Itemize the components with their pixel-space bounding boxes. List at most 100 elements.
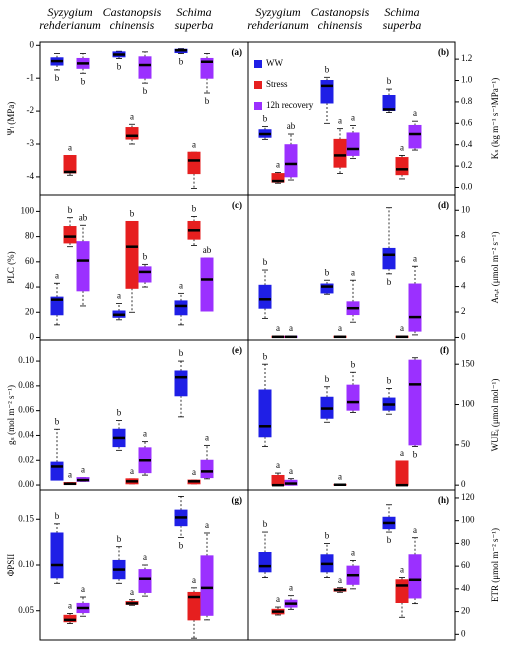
y-axis-label: PLC (%) — [6, 251, 16, 283]
significance-letter: b — [263, 519, 268, 529]
panel-label: (d) — [438, 200, 449, 210]
y-axis-label: gₛ (mol m⁻² s⁻¹) — [6, 385, 16, 445]
y-tick-label: 0.15 — [18, 513, 34, 523]
y-tick-label: 150 — [461, 358, 475, 368]
box — [50, 532, 64, 579]
significance-letter: a — [179, 280, 183, 290]
box — [174, 300, 188, 316]
y-tick-label: 40 — [461, 583, 471, 593]
significance-letter: b — [263, 114, 268, 124]
panel-label: (c) — [232, 200, 242, 210]
significance-letter: ab — [287, 121, 296, 131]
box — [346, 132, 360, 156]
y-tick-label: 40 — [25, 281, 35, 291]
y-tick-label: 80 — [25, 231, 35, 241]
y-axis-label: ΦPSII — [6, 554, 16, 577]
significance-letter: a — [192, 139, 196, 149]
significance-letter: a — [338, 323, 342, 333]
significance-letter: b — [68, 205, 73, 215]
significance-letter: b — [325, 530, 330, 540]
y-tick-label: 0.04 — [18, 430, 34, 440]
significance-letter: b — [117, 408, 122, 418]
box — [138, 569, 152, 593]
panel-label: (g) — [232, 495, 243, 505]
significance-letter: a — [276, 160, 280, 170]
panel-label: (a) — [232, 47, 243, 57]
box — [63, 226, 77, 244]
significance-letter: b — [325, 374, 330, 384]
species-header: Castanopsis chinensis — [310, 5, 370, 32]
significance-letter: a — [351, 113, 355, 123]
significance-letter: a — [130, 587, 134, 597]
legend-label: 12h recovery — [266, 100, 314, 110]
y-tick-label: 10 — [461, 204, 471, 214]
significance-letter: a — [192, 575, 196, 585]
y-tick-label: 100 — [461, 399, 475, 409]
y-tick-label: 0 — [461, 332, 466, 342]
significance-letter: b — [387, 535, 392, 545]
box — [408, 359, 422, 446]
significance-letter: a — [68, 143, 72, 153]
y-tick-label: 4 — [461, 281, 466, 291]
significance-letter: a — [130, 466, 134, 476]
y-axis-label: Ψₗ (MPa) — [6, 102, 16, 135]
y-axis-label: WUEᵢ (μmol mol⁻¹) — [490, 379, 500, 452]
box — [284, 144, 298, 178]
significance-letter: a — [81, 584, 85, 594]
y-tick-label: 120 — [461, 492, 475, 502]
y-tick-label: 0.0 — [461, 182, 473, 192]
box — [395, 460, 409, 486]
box — [408, 124, 422, 149]
species-header: Castanopsis chinensis — [102, 5, 162, 32]
y-tick-label: -2 — [27, 105, 35, 115]
box — [320, 80, 334, 104]
significance-letter: a — [413, 525, 417, 535]
significance-letter: b — [325, 64, 330, 74]
y-tick-label: 0.10 — [18, 355, 34, 365]
y-axis-label: Aₙₑₜ (μmol m⁻² s⁻¹) — [490, 231, 500, 303]
box — [395, 157, 409, 176]
y-tick-label: 50 — [461, 439, 471, 449]
species-header: Syzygium rehderianum — [39, 5, 101, 32]
significance-letter: b — [179, 348, 184, 358]
y-axis-label: ETR (μmol m⁻² s⁻¹) — [490, 528, 500, 602]
y-tick-label: 6 — [461, 255, 466, 265]
y-tick-label: -1 — [27, 72, 35, 82]
box — [200, 57, 214, 79]
panel-label: (f) — [440, 345, 449, 355]
box — [200, 459, 214, 479]
box — [63, 155, 77, 174]
significance-letter: b — [117, 62, 122, 72]
significance-letter: b — [179, 541, 184, 551]
significance-letter: a — [130, 111, 134, 121]
significance-letter: a — [400, 323, 404, 333]
box — [382, 247, 396, 270]
panel-label: (b) — [438, 47, 449, 57]
y-tick-label: 60 — [25, 256, 35, 266]
box — [258, 284, 272, 309]
box — [408, 554, 422, 599]
panel-label: (e) — [232, 345, 242, 355]
significance-letter: b — [143, 86, 148, 96]
legend-swatch — [254, 60, 262, 68]
legend-label: WW — [266, 58, 283, 68]
y-tick-label: 0.6 — [461, 117, 473, 127]
significance-letter: b — [179, 57, 184, 67]
significance-letter: b — [387, 375, 392, 385]
y-tick-label: 20 — [461, 606, 471, 616]
significance-letter: a — [413, 108, 417, 118]
y-tick-label: 80 — [461, 537, 471, 547]
significance-letter: a — [276, 594, 280, 604]
y-tick-label: -4 — [27, 171, 35, 181]
box — [346, 384, 360, 411]
significance-letter: a — [143, 429, 147, 439]
significance-letter: a — [205, 520, 209, 530]
significance-letter: a — [143, 552, 147, 562]
y-tick-label: 0.06 — [18, 405, 34, 415]
y-tick-label: 0.8 — [461, 96, 473, 106]
significance-letter: a — [276, 323, 280, 333]
box — [174, 370, 188, 397]
significance-letter: b — [205, 96, 210, 106]
significance-letter: a — [81, 465, 85, 475]
